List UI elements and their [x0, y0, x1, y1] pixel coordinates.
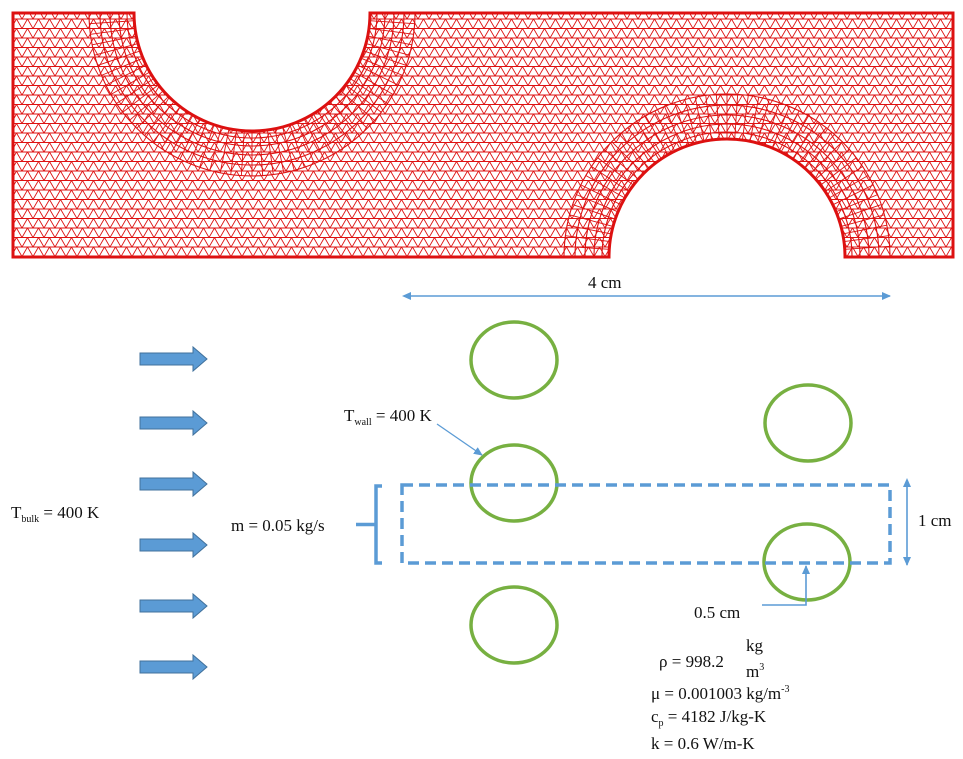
specific-heat-label: cp = 4182 J/kg-K: [651, 707, 767, 729]
mesh-panel: [11, 11, 955, 259]
flow-arrow: [139, 531, 208, 559]
flow-arrows: [139, 345, 208, 681]
computational-domain-box: [400, 483, 892, 565]
tube-circle: [469, 585, 559, 665]
flow-arrow: [139, 345, 208, 373]
tube-circle: [763, 383, 853, 463]
pitch-label: 4 cm: [588, 273, 622, 292]
tube-circle: [469, 443, 559, 523]
bulk-temperature-label: Tbulk = 400 K: [11, 503, 100, 525]
inlet-bracket: [356, 484, 382, 565]
tube-circle: [469, 320, 559, 400]
flow-arrow: [139, 409, 208, 437]
conductivity-label: k = 0.6 W/m-K: [651, 734, 755, 753]
height-label: 1 cm: [918, 511, 952, 530]
density-label: ρ = 998.2: [659, 652, 724, 671]
flow-arrow: [139, 470, 208, 498]
tubes: [469, 320, 853, 665]
density-unit-numerator: kg: [746, 636, 763, 655]
radius-pointer: [762, 565, 810, 606]
mesh-domain: [11, 11, 955, 259]
radius-label: 0.5 cm: [694, 603, 741, 622]
viscosity-label: μ = 0.001003 kg/m-3: [651, 684, 790, 703]
flow-arrow: [139, 592, 208, 620]
wall-temperature-label: Twall = 400 K: [344, 406, 432, 428]
flow-arrow: [139, 653, 208, 681]
density-unit-denominator: m3: [746, 662, 765, 681]
mass-flow-label: m = 0.05 kg/s: [231, 516, 325, 535]
radial-mesh-lines: [89, 12, 890, 258]
wall-temperature-leader: [436, 423, 483, 456]
